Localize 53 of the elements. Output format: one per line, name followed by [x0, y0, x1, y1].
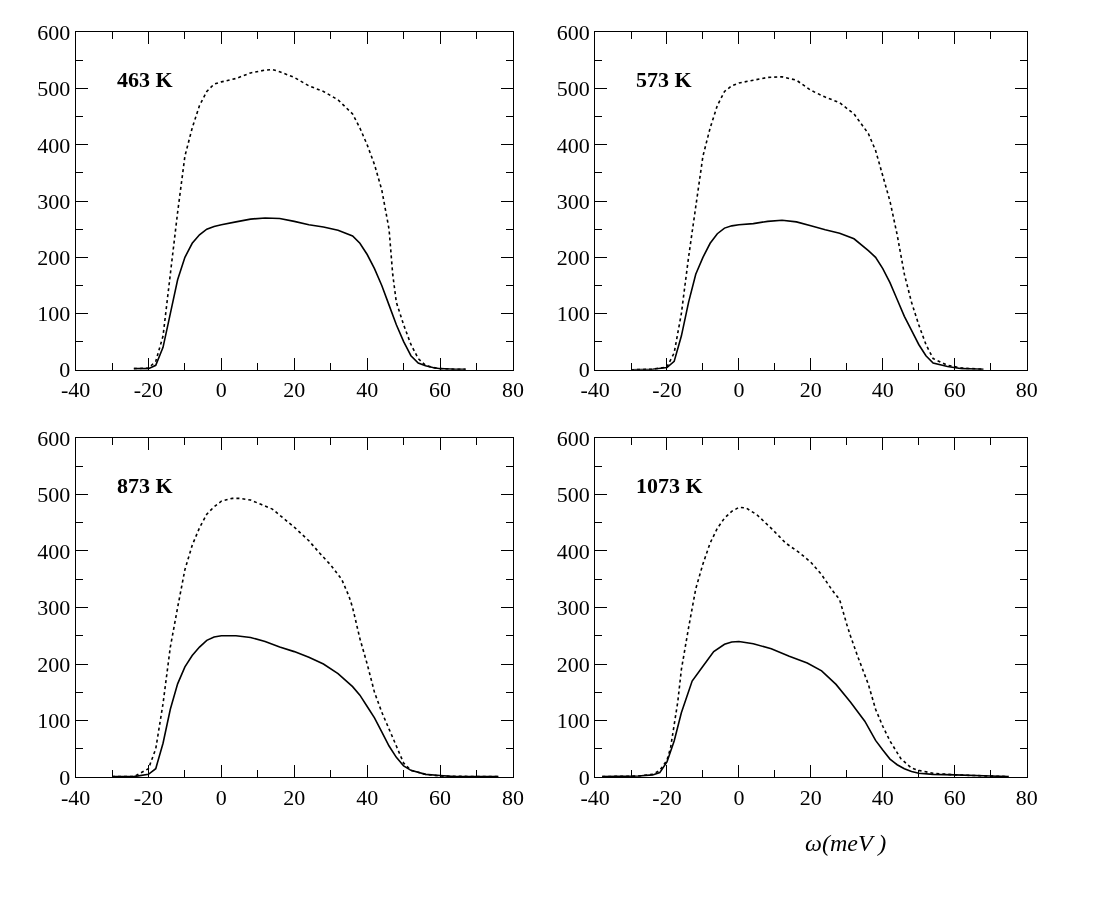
y-tick-label: 200 — [556, 245, 590, 271]
x-axis-title: ω(meV ) — [805, 830, 887, 856]
y-tick-label: 300 — [37, 595, 71, 621]
x-tick-label: 80 — [1015, 784, 1038, 810]
y-tick-label: 500 — [37, 76, 71, 102]
x-tick-label: 40 — [871, 377, 894, 403]
y-tick-label: 600 — [556, 425, 590, 451]
x-tick-label: 80 — [1015, 377, 1038, 403]
y-tick-label: 400 — [556, 538, 590, 564]
y-tick-label: 100 — [37, 301, 71, 327]
y-tick-label: 100 — [556, 708, 590, 734]
x-tick-label: 0 — [733, 784, 745, 810]
y-tick-label: 400 — [37, 132, 71, 158]
x-tick-label: 0 — [215, 377, 227, 403]
y-tick-label: 200 — [37, 245, 71, 271]
x-tick-label: -20 — [133, 784, 164, 810]
y-tick-label: 100 — [556, 301, 590, 327]
y-tick-label: 100 — [37, 708, 71, 734]
x-tick-label: 40 — [871, 784, 894, 810]
annotation: 1073 K — [636, 473, 703, 498]
y-tick-label: 400 — [556, 132, 590, 158]
x-tick-label: 20 — [799, 377, 822, 403]
y-tick-label: 300 — [37, 188, 71, 214]
x-tick-label: -20 — [133, 377, 164, 403]
x-tick-label: 40 — [356, 377, 379, 403]
y-tick-label: 300 — [556, 595, 590, 621]
x-tick-label: 40 — [356, 784, 379, 810]
y-tick-label: 500 — [556, 76, 590, 102]
y-tick-label: 500 — [556, 482, 590, 508]
y-tick-label: 300 — [556, 188, 590, 214]
y-tick-label: 500 — [37, 482, 71, 508]
x-tick-label: 20 — [799, 784, 822, 810]
x-tick-label: 20 — [283, 377, 306, 403]
annotation: 573 K — [636, 67, 692, 92]
x-tick-label: 0 — [215, 784, 227, 810]
annotation: 463 K — [117, 67, 173, 92]
x-tick-label: 60 — [429, 377, 452, 403]
x-tick-label: -20 — [652, 377, 682, 403]
x-tick-label: 60 — [943, 784, 966, 810]
x-tick-label: 60 — [943, 377, 966, 403]
y-tick-label: 600 — [37, 425, 71, 451]
y-tick-label: 400 — [37, 538, 71, 564]
y-tick-label: 600 — [556, 20, 590, 46]
x-tick-label: 20 — [283, 784, 306, 810]
x-tick-label: 60 — [429, 784, 452, 810]
y-tick-label: 200 — [37, 651, 71, 677]
x-tick-label: 0 — [733, 377, 745, 403]
x-tick-label: 80 — [502, 784, 525, 810]
y-tick-label: 200 — [556, 651, 590, 677]
annotation: 873 K — [117, 473, 173, 498]
x-tick-label: -20 — [652, 784, 682, 810]
y-tick-label: 600 — [37, 20, 71, 46]
x-tick-label: 80 — [502, 377, 525, 403]
